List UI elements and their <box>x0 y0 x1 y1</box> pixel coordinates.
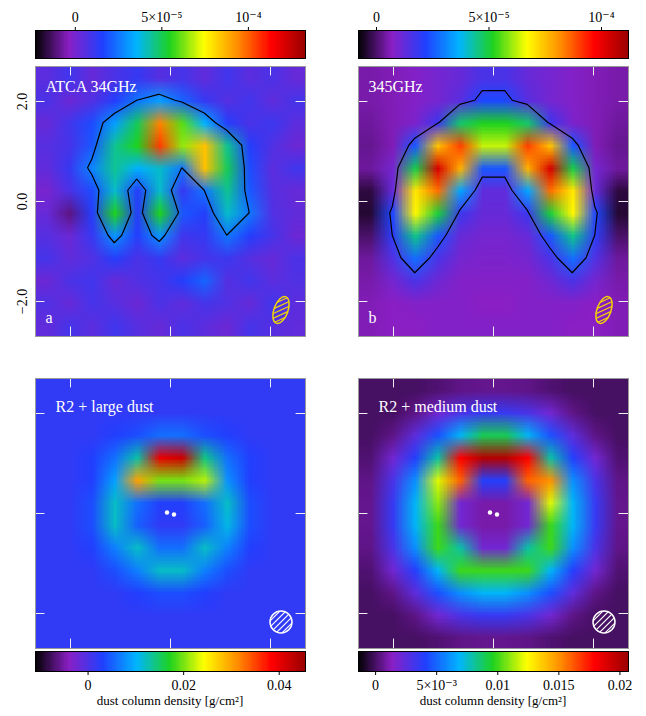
svg-text:0.02: 0.02 <box>171 678 196 693</box>
svg-text:10⁻⁴: 10⁻⁴ <box>235 10 261 25</box>
svg-text:2.0: 2.0 <box>15 93 30 111</box>
svg-text:0.02: 0.02 <box>608 678 633 693</box>
html-text:dust column density [g/cm²]: dust column density [g/cm²] <box>96 693 244 708</box>
svg-text:5×10⁻⁵: 5×10⁻⁵ <box>141 10 182 25</box>
svg-text:a: a <box>46 309 53 326</box>
svg-text:5×10⁻³: 5×10⁻³ <box>416 678 456 693</box>
svg-text:10⁻⁴: 10⁻⁴ <box>588 10 614 25</box>
svg-text:0.01: 0.01 <box>486 678 511 693</box>
svg-text:R2 + medium dust: R2 + medium dust <box>379 398 498 415</box>
html-text:dust column density [g/cm²]: dust column density [g/cm²] <box>419 693 567 708</box>
svg-text:R2 + large dust: R2 + large dust <box>56 398 155 416</box>
svg-text:b: b <box>369 309 377 326</box>
svg-text:0.015: 0.015 <box>543 678 575 693</box>
svg-text:0.04: 0.04 <box>267 678 292 693</box>
svg-text:−2.0: −2.0 <box>15 289 30 314</box>
svg-text:0: 0 <box>72 10 79 25</box>
svg-text:345GHz: 345GHz <box>369 78 423 95</box>
svg-text:0: 0 <box>373 10 380 25</box>
svg-text:5×10⁻⁵: 5×10⁻⁵ <box>468 10 509 25</box>
svg-text:ATCA 34GHz: ATCA 34GHz <box>46 78 137 95</box>
svg-text:0.0: 0.0 <box>15 193 30 211</box>
svg-text:0: 0 <box>85 678 92 693</box>
svg-text:0: 0 <box>372 678 379 693</box>
